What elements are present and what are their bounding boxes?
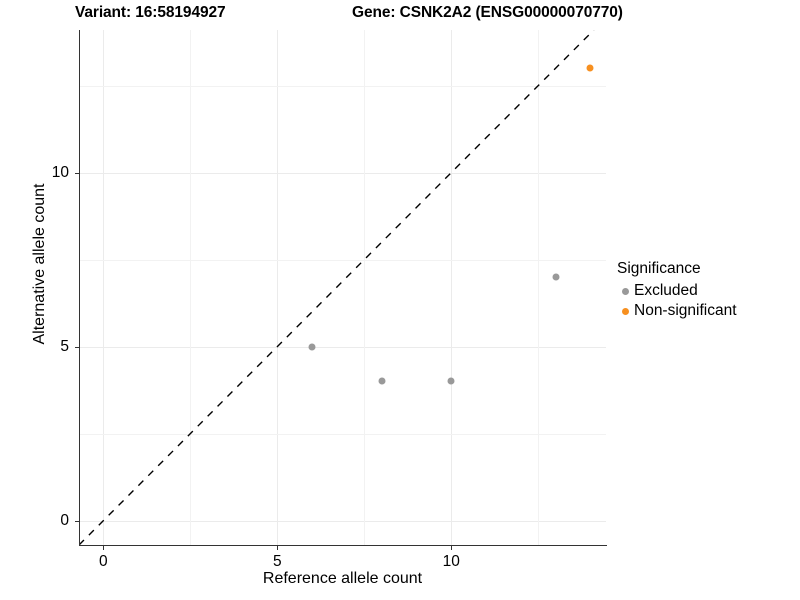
data-point bbox=[447, 377, 455, 385]
vertical-gridline bbox=[103, 30, 104, 545]
y-axis-tick-label: 10 bbox=[51, 163, 69, 181]
x-axis-tick bbox=[103, 546, 105, 550]
horizontal-gridline bbox=[79, 260, 606, 261]
legend-key-icon bbox=[617, 307, 634, 315]
data-point bbox=[308, 343, 316, 351]
y-axis-tick-label: 5 bbox=[60, 337, 69, 355]
horizontal-gridline bbox=[79, 347, 606, 348]
x-axis-tick-label: 0 bbox=[99, 553, 108, 570]
vertical-gridline bbox=[451, 30, 452, 545]
x-axis-line bbox=[79, 545, 607, 546]
y-axis-tick bbox=[75, 346, 79, 348]
legend-item-excluded[interactable]: Excluded bbox=[617, 281, 797, 301]
legend-key-icon bbox=[617, 287, 634, 295]
gene-title: Gene: CSNK2A2 (ENSG00000070770) bbox=[352, 4, 623, 21]
variant-title: Variant: 16:58194927 bbox=[75, 4, 226, 21]
x-axis-tick-label: 5 bbox=[272, 553, 282, 570]
horizontal-gridline bbox=[79, 521, 606, 522]
legend-items: Excluded Non-significant bbox=[617, 281, 797, 321]
vertical-gridline bbox=[190, 30, 191, 545]
vertical-gridline bbox=[538, 30, 539, 545]
horizontal-gridline bbox=[79, 173, 606, 174]
legend-item-label: Non-significant bbox=[634, 302, 737, 319]
vertical-gridline bbox=[364, 30, 365, 545]
legend-item-non-significant[interactable]: Non-significant bbox=[617, 301, 797, 321]
plot-title-strip: Variant: 16:58194927 Gene: CSNK2A2 (ENSG… bbox=[0, 4, 800, 26]
legend-item-label: Excluded bbox=[634, 282, 698, 299]
data-point bbox=[552, 273, 560, 281]
y-axis-tick bbox=[75, 172, 79, 174]
x-axis-tick bbox=[277, 546, 279, 550]
data-point bbox=[378, 377, 386, 385]
identity-reference-line bbox=[79, 30, 595, 545]
y-axis-line bbox=[79, 30, 80, 546]
horizontal-gridline bbox=[79, 434, 606, 435]
legend: Significance Excluded Non-significant bbox=[617, 259, 797, 321]
data-point bbox=[586, 64, 594, 72]
y-axis-title: Alternative allele count bbox=[31, 183, 48, 345]
legend-title: Significance bbox=[617, 260, 701, 277]
x-axis-tick-label: 10 bbox=[442, 553, 460, 570]
y-axis-tick-label: 0 bbox=[60, 511, 69, 529]
horizontal-gridline bbox=[79, 86, 606, 87]
vertical-gridline bbox=[277, 30, 278, 545]
plot-panel bbox=[79, 30, 606, 545]
y-axis-tick bbox=[75, 520, 79, 522]
x-axis-title: Reference allele count bbox=[262, 570, 423, 587]
x-axis-tick bbox=[451, 546, 453, 550]
